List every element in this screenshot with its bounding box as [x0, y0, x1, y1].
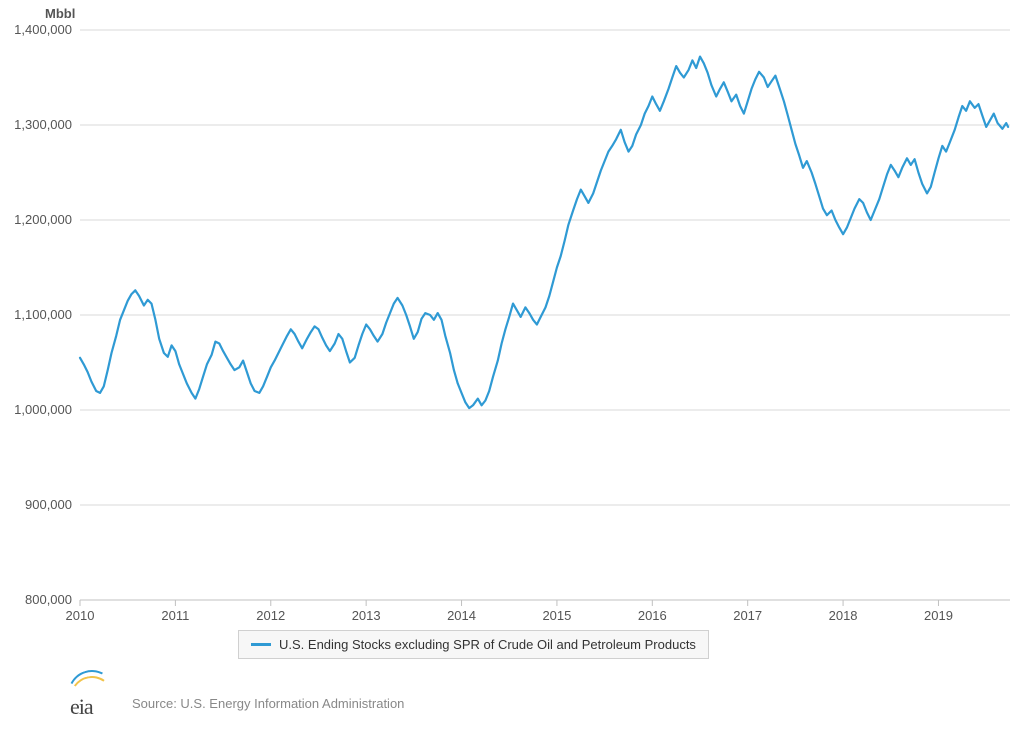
svg-text:2016: 2016: [638, 608, 667, 623]
source-text: Source: U.S. Energy Information Administ…: [132, 696, 404, 711]
y-axis-unit-label: Mbbl: [45, 6, 75, 21]
svg-text:1,100,000: 1,100,000: [14, 307, 72, 322]
source-attribution: eia Source: U.S. Energy Information Admi…: [70, 686, 404, 720]
svg-text:2010: 2010: [66, 608, 95, 623]
svg-text:1,400,000: 1,400,000: [14, 22, 72, 37]
legend-line-swatch: [251, 643, 271, 646]
svg-text:2019: 2019: [924, 608, 953, 623]
svg-text:1,000,000: 1,000,000: [14, 402, 72, 417]
svg-text:1,300,000: 1,300,000: [14, 117, 72, 132]
svg-text:2011: 2011: [161, 608, 189, 623]
eia-logo-text: eia: [70, 694, 93, 720]
legend-label: U.S. Ending Stocks excluding SPR of Crud…: [279, 637, 696, 652]
svg-text:2013: 2013: [352, 608, 381, 623]
svg-text:2014: 2014: [447, 608, 476, 623]
eia-logo: eia: [70, 686, 120, 720]
svg-text:2012: 2012: [256, 608, 285, 623]
chart-legend: U.S. Ending Stocks excluding SPR of Crud…: [238, 630, 709, 659]
svg-text:2015: 2015: [542, 608, 571, 623]
line-chart-svg: 800,000 900,000 1,000,000 1,100,000 1,200,00…: [0, 0, 1024, 660]
svg-text:900,000: 900,000: [25, 497, 72, 512]
chart-container: Mbbl 800,000 900,000 1,000,000 1,100,000 1,2…: [0, 0, 1024, 736]
svg-text:2018: 2018: [829, 608, 858, 623]
svg-text:800,000: 800,000: [25, 592, 72, 607]
svg-text:1,200,000: 1,200,000: [14, 212, 72, 227]
svg-text:2017: 2017: [733, 608, 762, 623]
